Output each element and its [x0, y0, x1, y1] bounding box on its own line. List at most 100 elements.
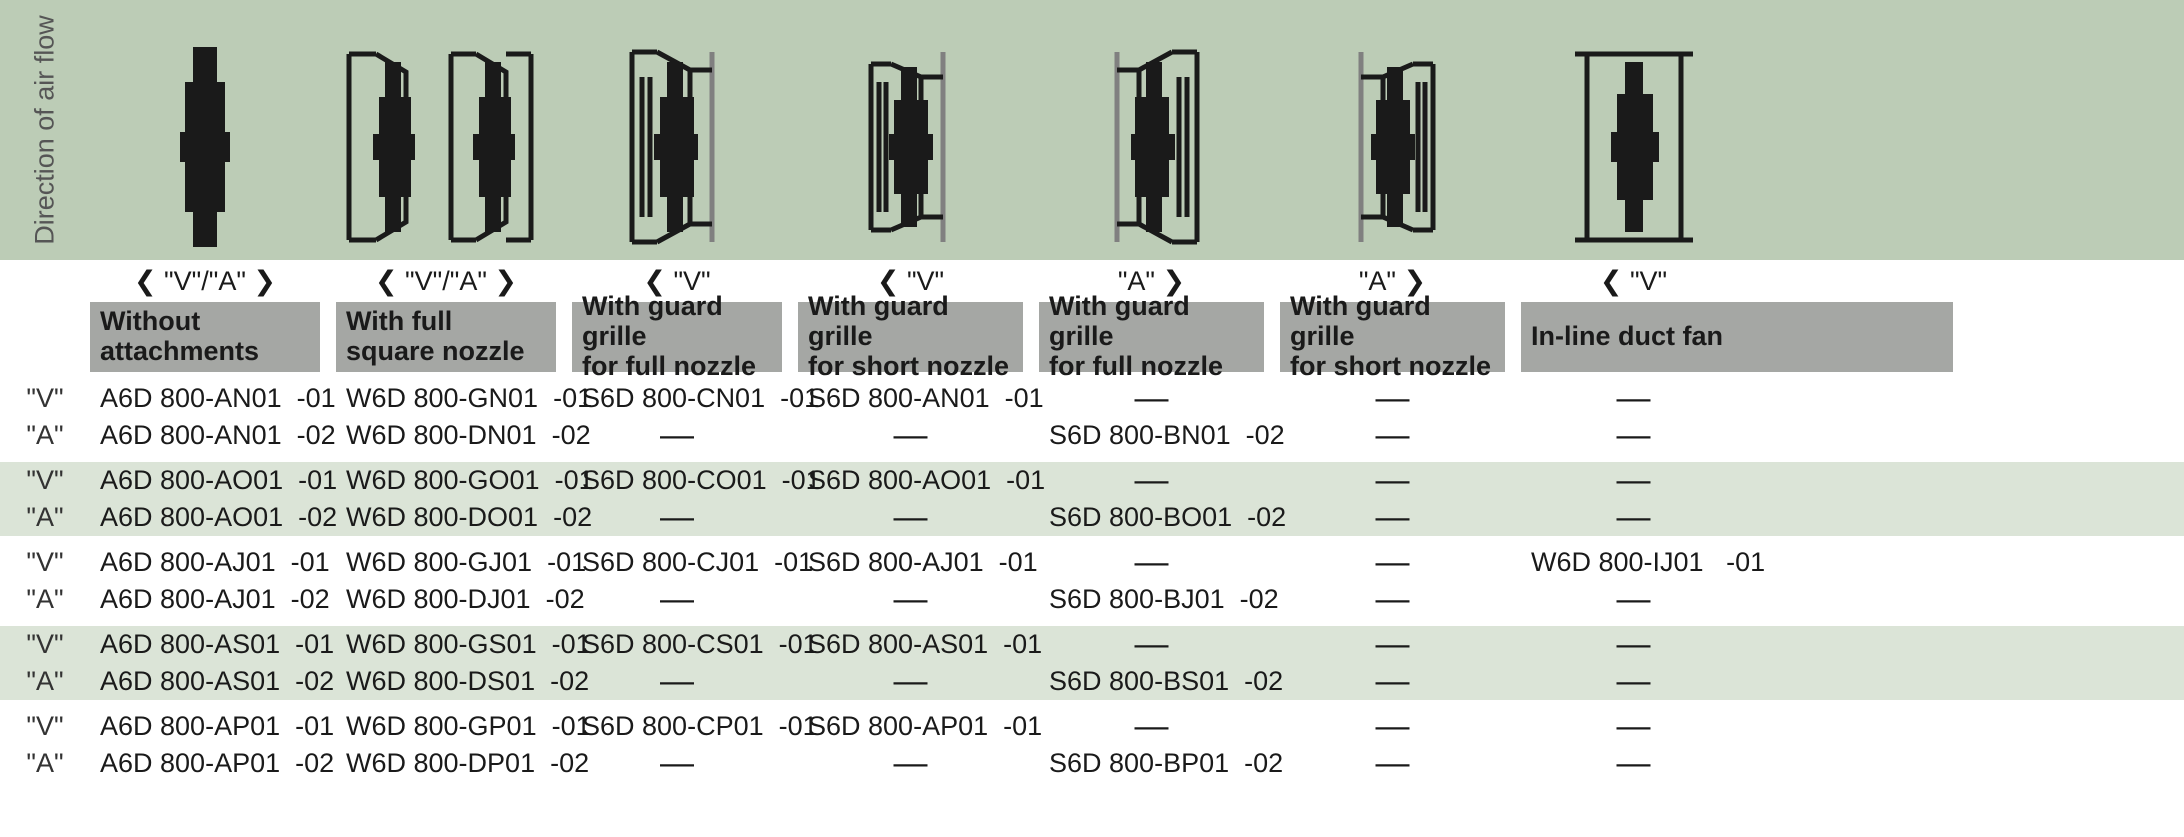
part-number-cell: — [1280, 581, 1505, 618]
fan-spec-table: Direction of air flow [0, 0, 2184, 782]
fan-icon-full-nozzle [336, 0, 556, 260]
fan-icon-guard-full-a [1039, 0, 1264, 260]
part-number-cell: — [572, 417, 782, 454]
part-number-cell: — [1521, 417, 1746, 454]
part-number-cell: S6D 800-CO01 -01 [572, 462, 782, 499]
table-row: "A"A6D 800-AO01 -02W6D 800-DO01 -02——S6D… [0, 499, 2184, 536]
table-row: "V"A6D 800-AP01 -01W6D 800-GP01 -01S6D 8… [0, 708, 2184, 745]
part-number-cell: S6D 800-BJ01 -02 [1039, 581, 1264, 618]
part-number-cell: — [1521, 708, 1746, 745]
part-number-cell: W6D 800-GO01 -01 [336, 462, 556, 499]
part-number-cell: — [798, 663, 1023, 700]
part-number-cell: — [1521, 663, 1746, 700]
part-number-cell: S6D 800-BP01 -02 [1039, 745, 1264, 782]
table-row: "A"A6D 800-AP01 -02 W6D 800-DP01 -02 — — S6D… [0, 745, 2184, 782]
part-number-cell: — [572, 499, 782, 536]
part-number-cell: A6D 800-AJ01 -01 [90, 544, 320, 581]
part-number-cell: W6D 800-GS01 -01 [336, 626, 556, 663]
flow-arrow: ❮ "V" [1521, 266, 1746, 297]
part-number-cell: A6D 800-AN01 -01 [90, 380, 320, 417]
part-number-cell: A6D 800-AP01 -02 [90, 745, 320, 782]
table-row: "V"A6D 800-AO01 -01 W6D 800-GO01 -01 S6D 8… [0, 462, 2184, 499]
part-number-cell: S6D 800-AO01 -01 [798, 462, 1023, 499]
flow-arrow: ❮ "V"/"A" ❯ [336, 266, 556, 297]
fan-icon-bare [90, 0, 320, 260]
part-number-cell: S6D 800-CS01 -01 [572, 626, 782, 663]
part-number-cell: — [798, 581, 1023, 618]
part-number-cell: A6D 800-AN01 -02 [90, 417, 320, 454]
row-flow-label: "A" [0, 417, 90, 454]
part-number-cell: — [1280, 708, 1505, 745]
column-header: With guard grillefor full nozzle [572, 302, 782, 372]
column-header: With guard grillefor short nozzle [798, 302, 1023, 372]
row-flow-label: "A" [0, 745, 90, 782]
row-flow-label: "A" [0, 663, 90, 700]
part-number-cell: — [1280, 745, 1505, 782]
part-number-cell: S6D 800-AS01 -01 [798, 626, 1023, 663]
part-number-cell: S6D 800-CN01 -01 [572, 380, 782, 417]
fan-icon-guard-short-a [1280, 0, 1505, 260]
part-number-cell: — [1280, 499, 1505, 536]
column-header-overflow [1746, 302, 1953, 372]
part-number-cell: W6D 800-DN01 -02 [336, 417, 556, 454]
row-flow-label: "V" [0, 544, 90, 581]
part-number-cell: — [1280, 626, 1505, 663]
figure-row: Direction of air flow [0, 0, 2184, 260]
part-number-cell: — [572, 581, 782, 618]
row-flow-label: "V" [0, 462, 90, 499]
airflow-direction-label: Direction of air flow [30, 15, 61, 245]
part-number-cell: S6D 800-CJ01 -01 [572, 544, 782, 581]
part-number-cell: S6D 800-BN01 -02 [1039, 417, 1264, 454]
column-header: In-line duct fan [1521, 302, 1746, 372]
part-number-cell: — [572, 663, 782, 700]
part-number-cell: — [1039, 626, 1264, 663]
fan-icon-guard-short-v [798, 0, 1023, 260]
part-number-cell: A6D 800-AO01 -01 [90, 462, 320, 499]
row-flow-label: "V" [0, 708, 90, 745]
part-number-cell: — [1039, 462, 1264, 499]
column-header: Withoutattachments [90, 302, 320, 372]
part-number-cell: W6D 800-IJ01 -01 [1521, 544, 1746, 581]
table-row: "A"A6D 800-AJ01 -02 W6D 800-DJ01 -02 — — S6D… [0, 581, 2184, 618]
part-number-cell: A6D 800-AP01 -01 [90, 708, 320, 745]
column-header-row: Withoutattachments With fullsquare nozzl… [0, 302, 2184, 372]
part-number-cell: — [1280, 663, 1505, 700]
part-number-cell: S6D 800-AJ01 -01 [798, 544, 1023, 581]
part-number-cell: — [1280, 417, 1505, 454]
part-number-cell: A6D 800-AJ01 -02 [90, 581, 320, 618]
part-number-cell: S6D 800-BS01 -02 [1039, 663, 1264, 700]
flow-arrow: ❮ "V"/"A" ❯ [90, 266, 320, 297]
part-number-cell: W6D 800-DP01 -02 [336, 745, 556, 782]
part-number-cell: — [1521, 581, 1746, 618]
part-number-cell: — [798, 417, 1023, 454]
part-number-cell: — [1521, 626, 1746, 663]
table-row: "V"A6D 800-AS01 -01W6D 800-GS01 -01S6D 8… [0, 626, 2184, 663]
column-header: With guard grillefor short nozzle [1280, 302, 1505, 372]
part-number-cell: — [572, 745, 782, 782]
part-number-cell: — [1280, 380, 1505, 417]
fan-icon-guard-full-v [572, 0, 782, 260]
part-number-cell: W6D 800-GP01 -01 [336, 708, 556, 745]
row-flow-label: "A" [0, 581, 90, 618]
table-row: "A"A6D 800-AS01 -02W6D 800-DS01 -02——S6D… [0, 663, 2184, 700]
fan-icon-inline [1521, 0, 1746, 260]
part-number-cell: W6D 800-GN01 -01 [336, 380, 556, 417]
part-number-cell: — [1039, 708, 1264, 745]
table-row: "V"A6D 800-AJ01 -01W6D 800-GJ01 -01S6D 8… [0, 544, 2184, 581]
part-number-cell: — [1280, 544, 1505, 581]
part-number-cell: — [1521, 380, 1746, 417]
column-header: With fullsquare nozzle [336, 302, 556, 372]
table-row: "A"A6D 800-AN01 -02 W6D 800-DN01 -02 — — S6D… [0, 417, 2184, 454]
part-number-cell: A6D 800-AS01 -01 [90, 626, 320, 663]
part-number-cell: W6D 800-DJ01 -02 [336, 581, 556, 618]
part-number-cell: S6D 800-BO01 -02 [1039, 499, 1264, 536]
part-number-cell: — [1521, 499, 1746, 536]
part-number-cell: — [1039, 544, 1264, 581]
part-number-cell: W6D 800-DO01 -02 [336, 499, 556, 536]
table-body: "V" A6D 800-AN01 -01 W6D 800-GN01 -01 S6D 8… [0, 380, 2184, 782]
row-flow-label: "A" [0, 499, 90, 536]
figure-row-label-box: Direction of air flow [0, 0, 90, 260]
part-number-cell: — [1039, 380, 1264, 417]
part-number-cell: — [1280, 462, 1505, 499]
column-header: With guard grillefor full nozzle [1039, 302, 1264, 372]
